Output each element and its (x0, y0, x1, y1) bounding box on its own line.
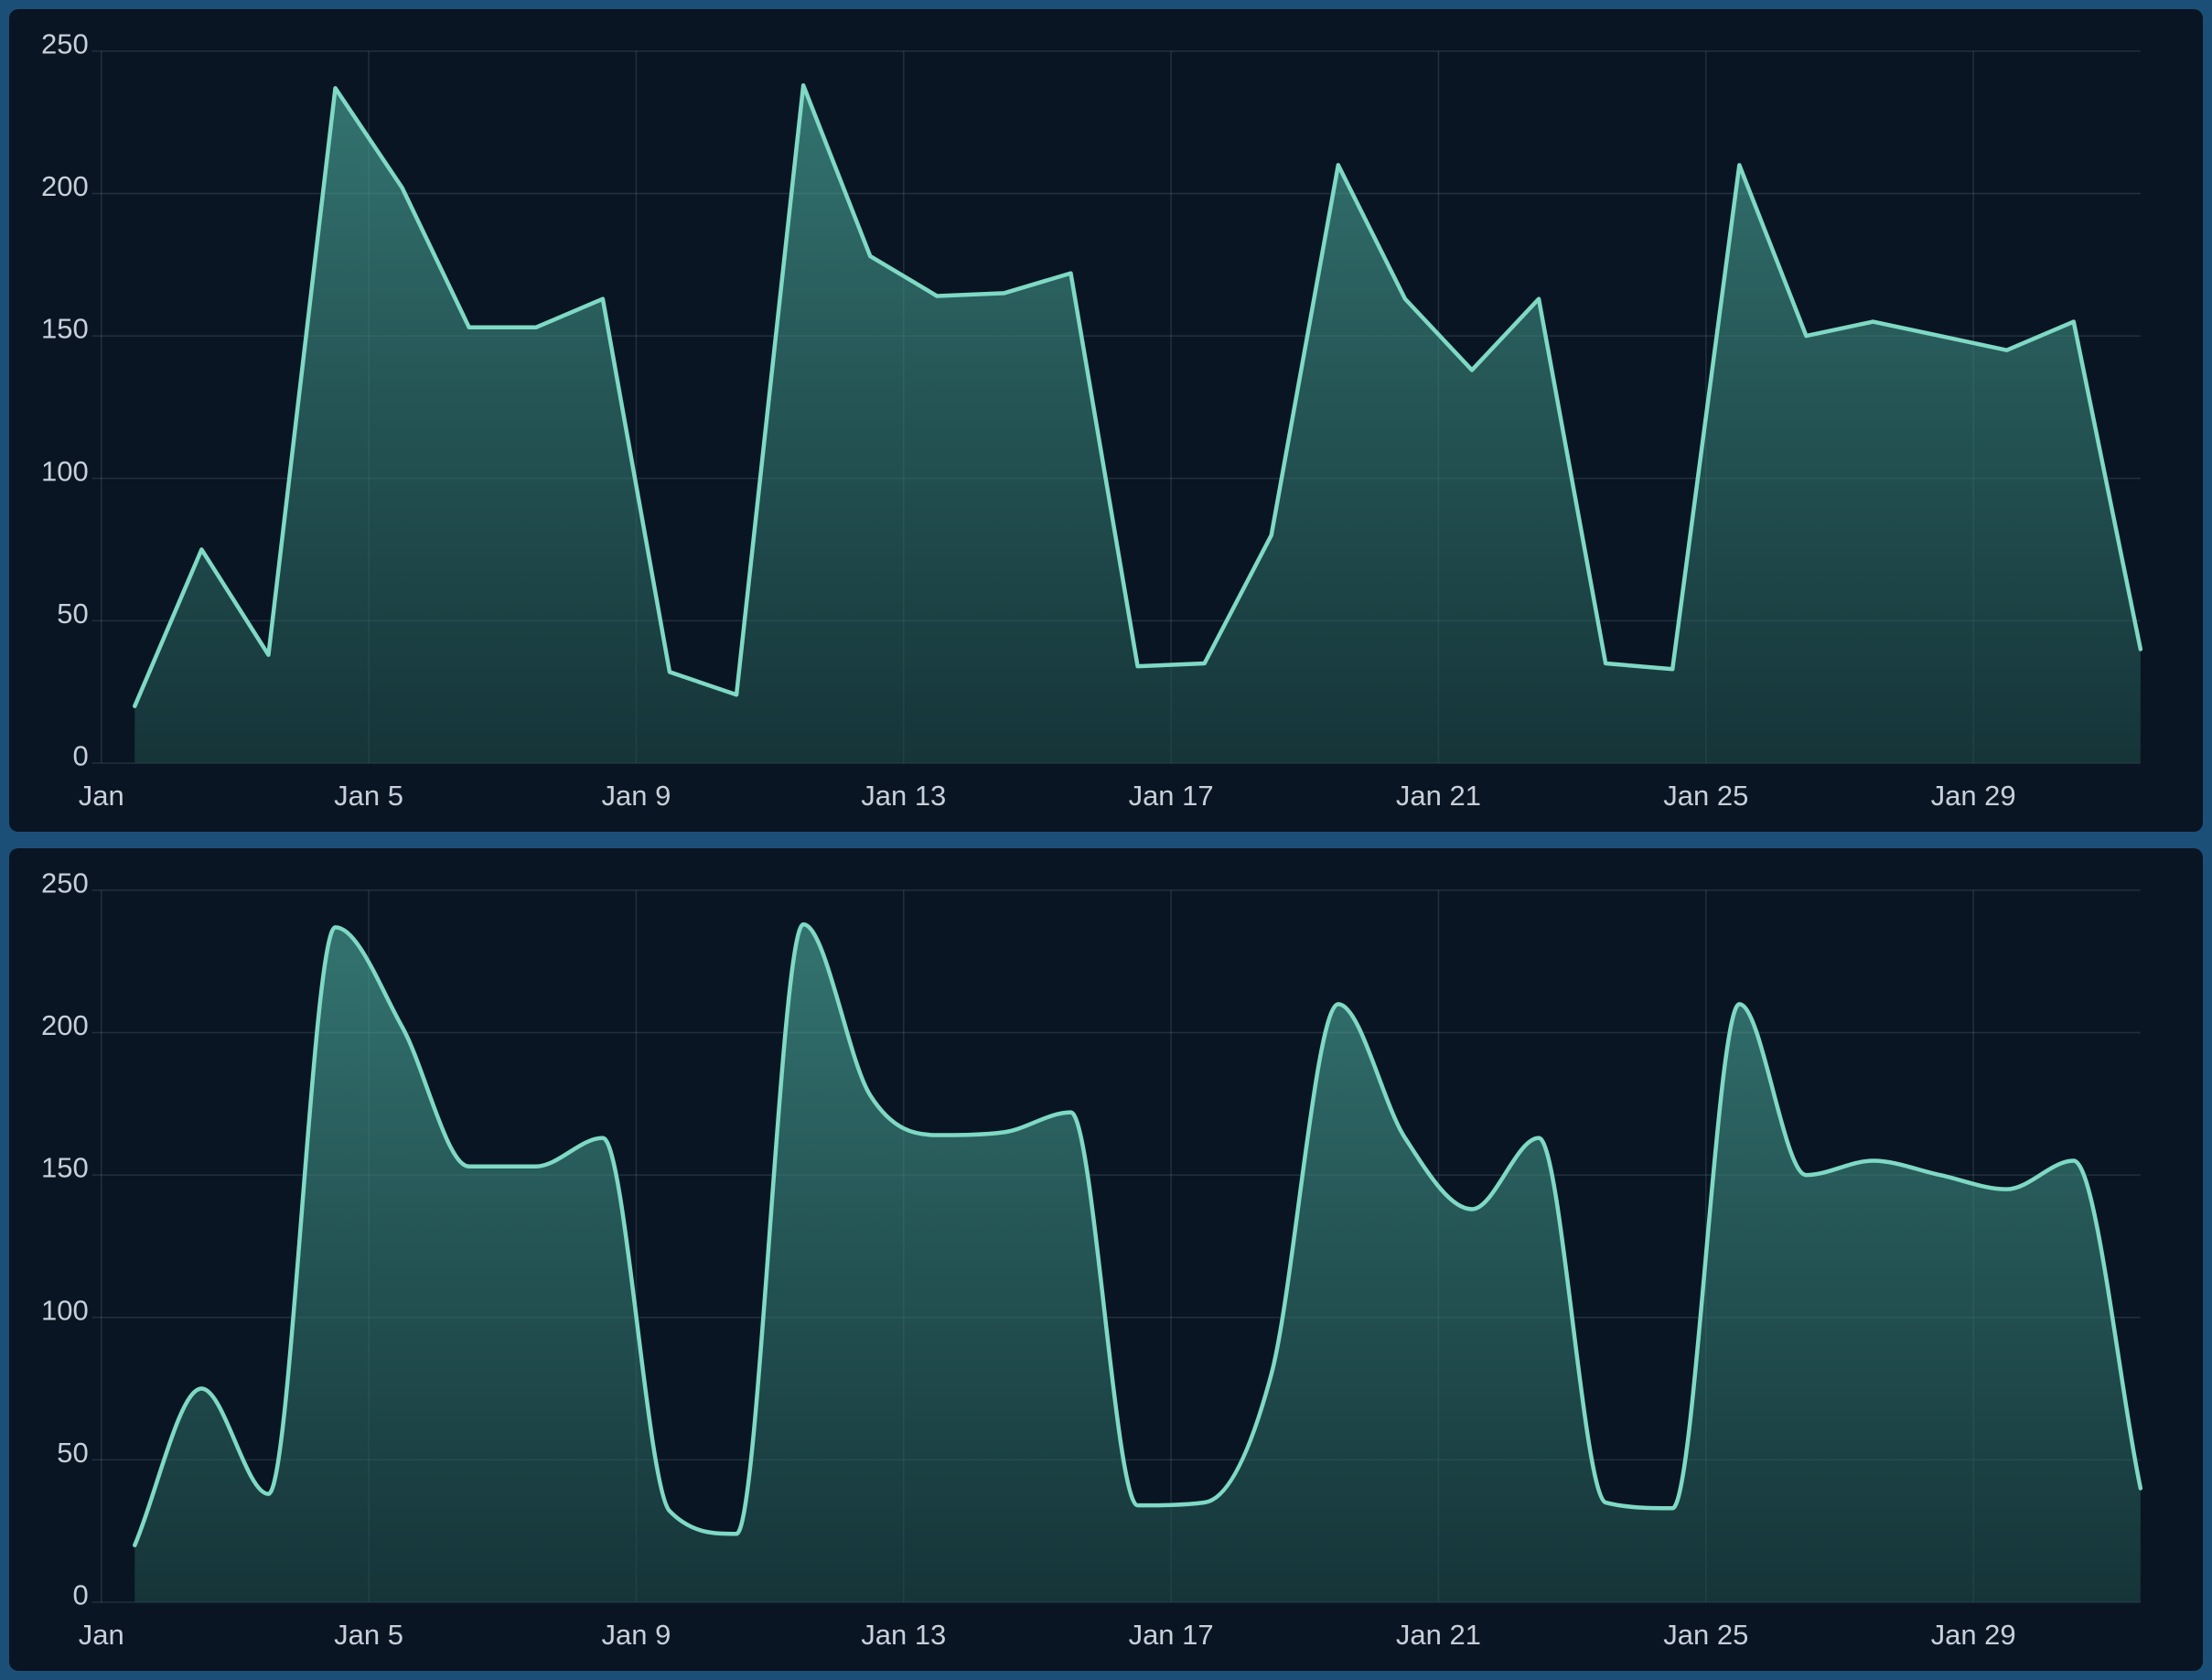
svg-text:250: 250 (41, 867, 89, 899)
svg-text:Jan 13: Jan 13 (861, 1619, 946, 1651)
svg-text:50: 50 (57, 1437, 88, 1469)
svg-text:50: 50 (57, 598, 88, 630)
svg-text:0: 0 (73, 740, 89, 772)
svg-text:Jan 29: Jan 29 (1931, 1619, 2016, 1651)
svg-text:Jan 5: Jan 5 (334, 1619, 403, 1651)
svg-text:Jan 21: Jan 21 (1396, 780, 1481, 812)
svg-text:Jan 29: Jan 29 (1931, 780, 2016, 812)
svg-text:Jan: Jan (79, 780, 124, 812)
svg-text:250: 250 (41, 27, 89, 59)
svg-text:Jan 17: Jan 17 (1129, 1619, 1214, 1651)
svg-text:0: 0 (73, 1579, 89, 1611)
svg-text:200: 200 (41, 170, 89, 202)
svg-text:150: 150 (41, 313, 89, 345)
svg-text:Jan: Jan (79, 1619, 124, 1651)
svg-text:Jan 21: Jan 21 (1396, 1619, 1481, 1651)
svg-text:200: 200 (41, 1009, 89, 1041)
svg-text:100: 100 (41, 1294, 89, 1326)
svg-text:Jan 25: Jan 25 (1663, 1619, 1748, 1651)
svg-text:Jan 9: Jan 9 (602, 780, 671, 812)
svg-text:Jan 13: Jan 13 (861, 780, 946, 812)
svg-text:Jan 25: Jan 25 (1663, 780, 1748, 812)
svg-text:Jan 17: Jan 17 (1129, 780, 1214, 812)
svg-text:Jan 9: Jan 9 (602, 1619, 671, 1651)
svg-text:Jan 5: Jan 5 (334, 780, 403, 812)
svg-text:100: 100 (41, 455, 89, 487)
svg-text:150: 150 (41, 1152, 89, 1184)
